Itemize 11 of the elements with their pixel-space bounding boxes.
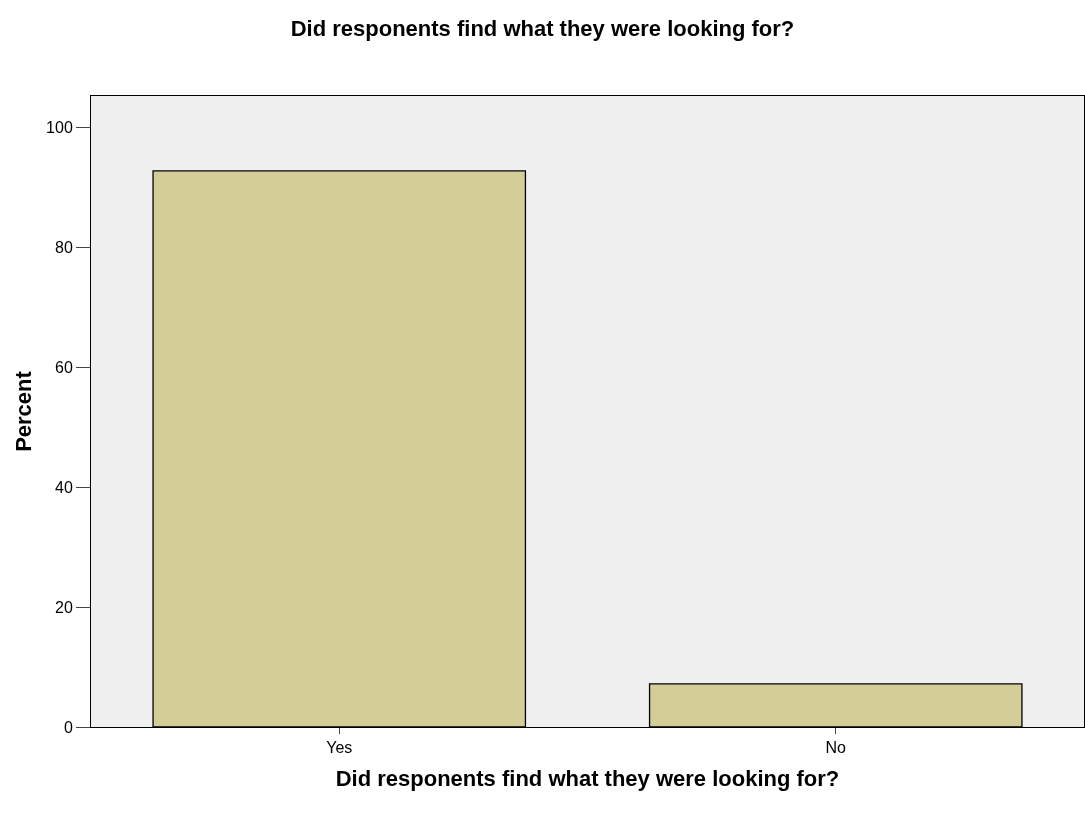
y-axis-title: Percent (10, 370, 36, 452)
y-tick-label: 20 (55, 598, 73, 616)
x-axis-title: Did responents find what they were looking for? (335, 766, 840, 792)
x-tick-label: Yes (326, 739, 353, 757)
chart-title: Did responents find what they were looking for? (290, 15, 795, 41)
x-tick-label: No (825, 739, 847, 757)
y-tick-label: 80 (55, 239, 73, 257)
y-tick-label: 40 (55, 478, 73, 496)
y-tick-label: 0 (63, 718, 73, 736)
y-tick-label: 100 (46, 119, 73, 137)
y-tick-label: 60 (55, 359, 73, 377)
